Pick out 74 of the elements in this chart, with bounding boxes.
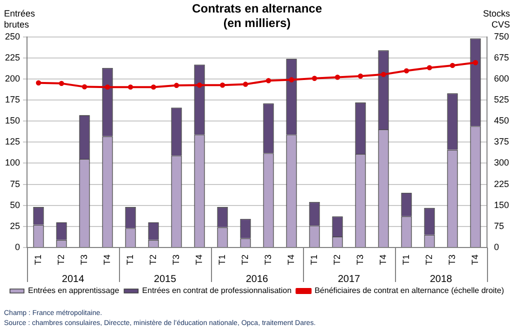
- x-tick-label: T3: [170, 254, 181, 266]
- point: [128, 84, 134, 90]
- x-tick-label: T4: [194, 254, 204, 266]
- x-tick-label: T3: [262, 254, 273, 266]
- x-tick-label: T4: [286, 254, 296, 266]
- point: [82, 84, 88, 90]
- x-tick-label: T4: [378, 254, 388, 266]
- point: [426, 65, 432, 70]
- x-tick-label: T2: [148, 254, 158, 266]
- point: [266, 78, 272, 84]
- point: [450, 62, 456, 68]
- y2-tick-label: 0: [494, 242, 499, 252]
- point: [150, 84, 156, 90]
- y-tick-label: 75: [10, 178, 20, 189]
- y2-tick-label: 225: [494, 178, 510, 189]
- text: 2014: [62, 274, 85, 285]
- chart-subtitle: (en milliers): [223, 16, 291, 30]
- text: 2016: [246, 274, 269, 285]
- x-tick-label: T4: [102, 254, 112, 266]
- y2-tick-label: 675: [494, 52, 510, 62]
- text: 2017: [338, 274, 361, 285]
- x-tick-label: T1: [308, 254, 319, 266]
- legend-label: Entrées en contrat de professionnalisation: [142, 286, 292, 296]
- y-tick-label: 150: [4, 116, 20, 126]
- y-tick-label: 250: [4, 31, 20, 42]
- x-tick-label: T1: [124, 254, 135, 266]
- point: [242, 82, 248, 87]
- text: 2015: [154, 274, 177, 285]
- y2-tick-label: 450: [494, 116, 510, 126]
- point: [358, 74, 364, 79]
- y2-axis-title: Stocks CVS: [482, 8, 510, 30]
- point: [104, 84, 110, 90]
- x-tick-label: T3: [354, 254, 365, 266]
- y2-tick-label: 750: [494, 31, 510, 42]
- y-tick-label: 25: [10, 220, 20, 231]
- y-axis-title: Entrées brutes: [4, 8, 36, 30]
- point: [472, 60, 478, 66]
- y2-tick-label: 150: [494, 200, 510, 210]
- x-tick-label: T3: [446, 254, 457, 266]
- point: [58, 80, 64, 86]
- x-tick-label: T1: [216, 254, 227, 266]
- point: [380, 72, 386, 78]
- x-tick-label: T1: [400, 254, 411, 266]
- x-tick-label: T1: [33, 254, 43, 266]
- point: [36, 80, 42, 86]
- legend-label: Entrées en apprentissage: [28, 286, 120, 296]
- legend-label: Bénéficiaires de contrat en alternance (échelle droite): [314, 286, 504, 296]
- point: [174, 82, 180, 88]
- y-tick-label: 125: [4, 136, 20, 147]
- x-tick-label: T2: [424, 254, 434, 266]
- y2-tick-label: 600: [494, 73, 510, 84]
- x-tick-label: T4: [470, 254, 480, 266]
- y-tick-label: 100: [4, 158, 20, 168]
- point: [220, 82, 226, 88]
- y2-tick-label: 75: [494, 220, 504, 231]
- x-tick-label: T2: [240, 254, 250, 266]
- y-tick-label: 175: [4, 94, 20, 104]
- point: [196, 82, 202, 88]
- y2-tick-label: 375: [494, 136, 510, 147]
- x-tick-label: T2: [332, 254, 342, 266]
- point: [334, 74, 340, 80]
- x-tick-label: T2: [56, 254, 66, 266]
- text: 2018: [430, 274, 453, 285]
- chart-title: Contrats en alternance: [192, 2, 322, 16]
- y-tick-label: 50: [10, 200, 20, 210]
- y2-tick-label: 525: [494, 94, 510, 104]
- x-tick-label: T3: [78, 254, 89, 266]
- point: [312, 76, 318, 81]
- point: [288, 77, 294, 82]
- y-tick-label: 225: [4, 52, 20, 62]
- point: [404, 68, 410, 74]
- y-tick-label: 0: [15, 242, 20, 252]
- y2-tick-label: 300: [494, 158, 510, 168]
- y-tick-label: 200: [4, 73, 20, 84]
